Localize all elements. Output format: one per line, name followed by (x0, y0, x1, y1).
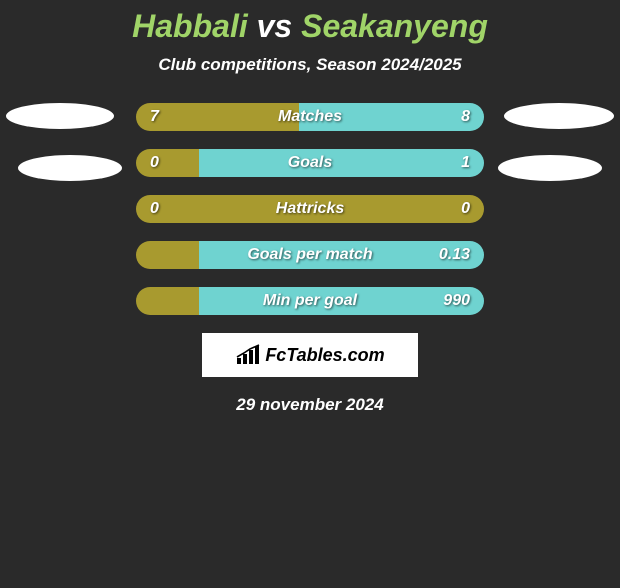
stat-value-right: 8 (461, 108, 470, 126)
stat-row: Goals per match 0.13 (136, 241, 484, 269)
stat-value-left: 0 (150, 154, 159, 172)
title-vs: vs (248, 8, 301, 44)
stat-row: 0 Hattricks 0 (136, 195, 484, 223)
placeholder-ellipse (504, 103, 614, 129)
stat-rows: 7 Matches 8 0 Goals 1 0 Hattricks 0 Goal… (136, 103, 484, 315)
subtitle: Club competitions, Season 2024/2025 (0, 55, 620, 75)
stat-value-right: 0 (461, 200, 470, 218)
stat-value-right: 0.13 (439, 246, 470, 264)
placeholder-ellipse (18, 155, 122, 181)
stat-bar-right (199, 149, 484, 177)
title-left-name: Habbali (132, 8, 248, 44)
stat-row: Min per goal 990 (136, 287, 484, 315)
stat-label: Matches (278, 108, 342, 126)
page-title: Habbali vs Seakanyeng (0, 8, 620, 45)
stat-bar-left (136, 241, 199, 269)
stat-value-right: 1 (461, 154, 470, 172)
brand-box: FcTables.com (202, 333, 418, 377)
stat-label: Min per goal (263, 292, 357, 310)
stat-label: Goals per match (247, 246, 372, 264)
bar-chart-icon (235, 344, 261, 366)
placeholder-ellipse (498, 155, 602, 181)
date-text: 29 november 2024 (0, 395, 620, 415)
stat-value-left: 0 (150, 200, 159, 218)
stat-value-right: 990 (443, 292, 470, 310)
placeholder-ellipse (6, 103, 114, 129)
stat-row: 0 Goals 1 (136, 149, 484, 177)
comparison-area: 7 Matches 8 0 Goals 1 0 Hattricks 0 Goal… (0, 103, 620, 415)
stat-label: Goals (288, 154, 332, 172)
stat-bar-left (136, 149, 199, 177)
stat-bar-left (136, 287, 199, 315)
stat-value-left: 7 (150, 108, 159, 126)
brand-text: FcTables.com (265, 345, 384, 366)
stat-row: 7 Matches 8 (136, 103, 484, 131)
stat-bar-left (136, 103, 299, 131)
stat-label: Hattricks (276, 200, 344, 218)
title-right-name: Seakanyeng (301, 8, 488, 44)
